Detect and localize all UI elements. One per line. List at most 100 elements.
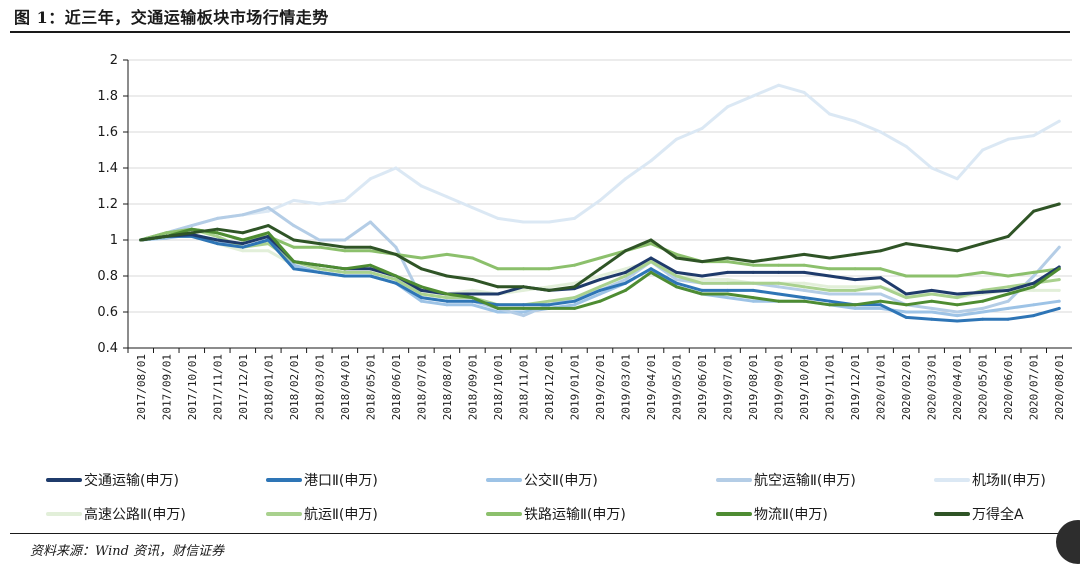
data-point (777, 292, 781, 296)
data-point (419, 292, 423, 296)
data-point (470, 206, 474, 210)
data-point (1006, 299, 1010, 303)
data-point (777, 256, 781, 260)
data-point (1057, 267, 1061, 271)
y-tick-label: 0.6 (97, 305, 118, 320)
data-point (215, 216, 219, 220)
data-point (598, 285, 602, 289)
data-point (573, 296, 576, 300)
data-point (496, 216, 500, 220)
data-point (930, 306, 934, 310)
data-point (675, 252, 678, 256)
data-point (547, 303, 551, 307)
data-point (726, 270, 730, 274)
data-point (266, 224, 270, 228)
data-point (1057, 245, 1061, 249)
data-point (751, 260, 755, 264)
data-point (368, 177, 372, 181)
data-point (266, 249, 270, 253)
data-point (879, 299, 883, 303)
data-point (598, 274, 602, 278)
data-point (394, 274, 398, 278)
data-point (547, 288, 551, 292)
data-point (726, 288, 730, 292)
x-tick-label: 2018/06/01 (390, 354, 403, 420)
data-point (649, 238, 653, 242)
data-point (955, 296, 959, 300)
data-point (598, 198, 602, 202)
data-point (496, 306, 500, 310)
data-point (343, 267, 347, 271)
data-point (368, 270, 372, 274)
data-point (879, 292, 883, 296)
x-tick-label: 2019/07/01 (722, 354, 735, 420)
data-point (751, 296, 755, 300)
x-tick-label: 2017/11/01 (211, 354, 224, 420)
legend-label: 机场Ⅱ(申万) (972, 473, 1046, 489)
data-point (547, 285, 551, 289)
data-point (317, 267, 321, 271)
data-point (777, 83, 781, 87)
data-point (266, 206, 270, 210)
data-point (1032, 285, 1036, 289)
x-tick-label: 2018/04/01 (339, 354, 352, 420)
data-point (394, 166, 398, 170)
y-tick-label: 0.8 (97, 269, 118, 284)
data-point (955, 314, 959, 318)
data-point (930, 292, 934, 296)
x-tick-label: 2018/01/01 (262, 354, 275, 420)
x-tick-label: 2018/09/01 (466, 354, 479, 420)
data-point (1057, 202, 1061, 206)
data-point (1032, 288, 1036, 292)
x-tick-label: 2020/04/01 (951, 354, 964, 420)
data-point (470, 292, 474, 296)
data-point (751, 263, 755, 267)
data-point (292, 238, 296, 242)
y-tick-label: 2 (110, 53, 118, 68)
data-point (190, 227, 194, 231)
data-point (777, 285, 781, 289)
data-point (802, 285, 806, 289)
data-point (828, 256, 832, 260)
data-point (368, 249, 372, 253)
x-tick-label: 2020/01/01 (875, 354, 888, 420)
data-point (470, 256, 474, 260)
x-tick-label: 2020/05/01 (977, 354, 990, 420)
data-point (292, 224, 296, 228)
data-point (368, 267, 372, 271)
data-point (853, 306, 857, 310)
data-point (1006, 234, 1010, 238)
data-point (598, 299, 602, 303)
data-point (266, 231, 270, 235)
legend-label: 公交Ⅱ(申万) (524, 472, 598, 489)
data-point (879, 285, 883, 289)
data-point (317, 263, 321, 267)
x-tick-label: 2018/10/01 (492, 354, 505, 420)
x-tick-label: 2019/03/01 (620, 354, 633, 420)
data-point (573, 299, 576, 303)
data-point (317, 270, 321, 274)
data-point (930, 317, 934, 321)
data-point (445, 292, 449, 296)
data-point (675, 256, 678, 260)
y-tick-label: 1.8 (97, 89, 118, 104)
data-point (981, 290, 985, 294)
data-point (1032, 209, 1036, 213)
data-point (215, 234, 219, 238)
data-point (1032, 274, 1036, 278)
data-point (292, 245, 296, 249)
series-line-4 (139, 83, 1061, 242)
data-point (394, 278, 398, 282)
data-point (649, 159, 653, 163)
data-point (751, 270, 755, 274)
data-point (343, 270, 347, 274)
data-point (215, 231, 219, 235)
data-point (700, 274, 704, 278)
legend-label: 高速公路Ⅱ(申万) (84, 506, 186, 523)
data-point (904, 292, 908, 296)
data-point (828, 288, 832, 292)
x-tick-label: 2019/12/01 (849, 354, 862, 420)
data-point (853, 288, 857, 292)
x-tick-label: 2019/09/01 (773, 354, 786, 420)
